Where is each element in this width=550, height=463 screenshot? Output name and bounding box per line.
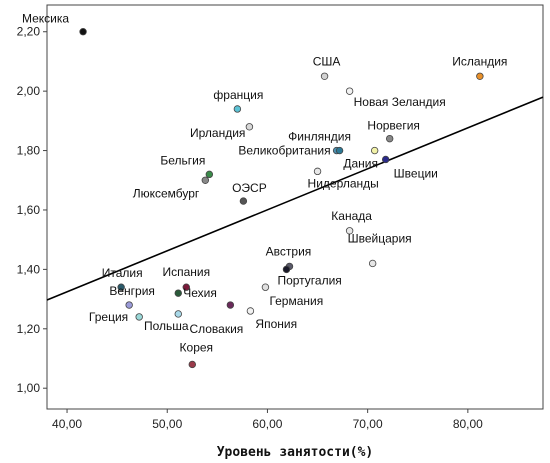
point-label: Люксембург [133,186,200,200]
plot-frame [46,4,544,410]
point-label: Бельгия [160,153,205,167]
point-label: Мексика [22,12,69,26]
data-point [174,310,182,318]
data-point [313,167,322,176]
y-tick-label: 1,00 [17,381,41,395]
data-point [368,259,377,268]
data-point [182,283,190,291]
data-points [79,28,484,369]
point-label: Дания [343,157,378,171]
point-label: Германия [269,294,323,308]
data-point [226,301,235,309]
x-tick-label: 60,00 [252,417,282,431]
point-label: Канада [331,209,372,223]
point-label: франция [213,88,263,102]
data-point [239,197,248,205]
point-label: Чехия [183,286,217,300]
x-tick-label: 40,00 [52,417,82,431]
data-point [246,307,255,315]
point-label: Нидерланды [308,176,379,190]
point-label: Корея [180,340,214,354]
point-label: Швейцария [348,231,412,245]
data-point [345,227,354,235]
data-point [282,265,291,274]
point-labels: Мексика Исландия США Новая Зеландия франция И… [22,12,507,355]
point-label: Япония [255,317,297,331]
data-point [370,146,379,155]
point-label: ОЭСР [232,181,267,195]
data-point [188,360,196,369]
x-axis: 40,00 50,00 60,00 70,00 80,00 [52,409,483,431]
point-label: Португалия [277,273,341,287]
data-point [117,283,125,291]
point-label: Австрия [266,244,312,258]
data-point [79,28,87,36]
point-label: Новая Зеландия [354,95,446,109]
point-label: Ирландия [190,126,245,140]
data-point [245,123,254,131]
x-tick-label: 80,00 [453,417,483,431]
point-label: Великобритания [238,144,330,158]
data-point [205,170,214,179]
y-tick-label: 2,00 [17,84,41,98]
x-tick-label: 70,00 [353,417,383,431]
data-point [345,87,354,95]
data-point [125,301,133,309]
y-tick-label: 2,20 [17,25,41,39]
y-tick-label: 1,60 [17,203,41,217]
data-point [320,72,329,80]
trend-line [46,96,544,301]
point-label: Польша [144,319,189,333]
data-point [135,313,143,321]
point-label: Италия [102,266,143,280]
point-label: Словакия [189,322,243,336]
data-point [385,134,394,143]
data-point [174,289,182,297]
point-label: Швеции [394,166,438,180]
data-point [381,155,390,164]
y-tick-label: 1,40 [17,262,41,276]
x-axis-title: Уровень занятости(%) [217,445,374,460]
point-label: Испания [162,265,210,279]
y-tick-label: 1,20 [17,322,41,336]
y-tick-label: 1,80 [17,144,41,158]
point-label: Греция [89,310,128,324]
data-point [261,283,270,291]
y-axis: 1,00 1,20 1,40 1,60 1,80 2,00 2,20 [17,25,47,395]
point-label: Норвегия [367,119,420,133]
data-point [233,105,242,113]
data-point [335,146,344,155]
point-label: Финляндия [288,130,351,144]
point-label: США [313,54,341,68]
data-point [201,176,210,184]
point-label: Венгрия [109,284,155,298]
x-tick-label: 50,00 [152,417,182,431]
point-label: Исландия [452,54,507,68]
data-point [476,72,484,80]
